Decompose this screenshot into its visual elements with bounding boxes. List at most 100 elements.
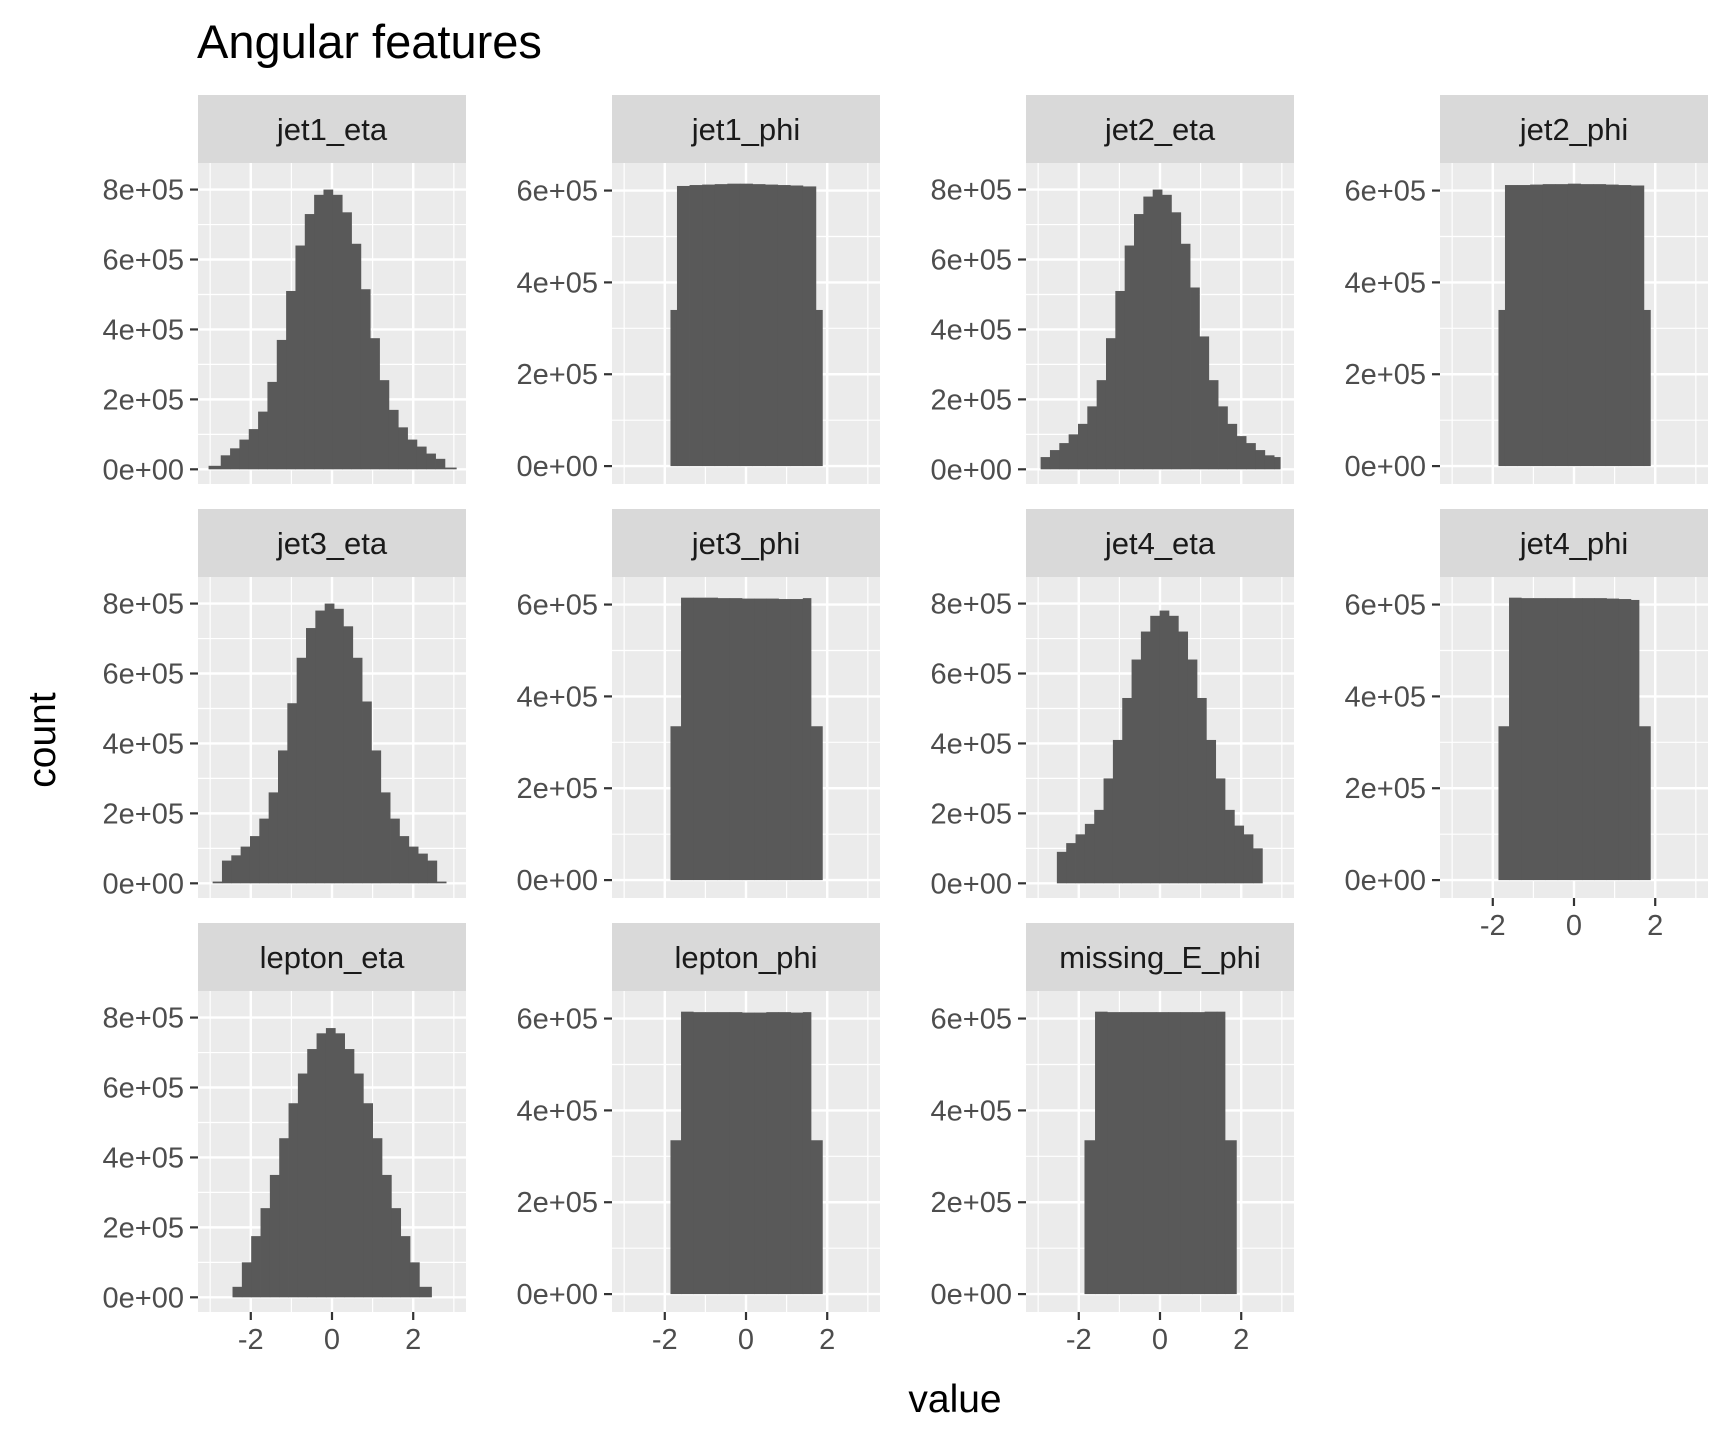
histogram-bar	[1555, 184, 1569, 467]
x-tick-label: 0	[324, 1324, 340, 1356]
facet-panel-jet1_eta: jet1_eta 0e+00 2e+05 4e+05 6e+05 8e+05	[103, 95, 466, 486]
histogram-bar	[1208, 380, 1219, 470]
histogram-bar	[1243, 834, 1254, 884]
histogram-bar	[802, 598, 812, 881]
histogram-bar	[342, 212, 352, 470]
histogram-bar	[297, 1073, 308, 1298]
histogram-bar	[1152, 189, 1163, 470]
histogram-bar	[1112, 739, 1123, 884]
histogram-bar	[1521, 598, 1534, 881]
histogram-bar	[400, 1236, 411, 1298]
histogram-bar	[765, 184, 779, 467]
histogram-bar	[388, 409, 399, 470]
y-tick-label: 0e+00	[1345, 865, 1426, 897]
facet-strip	[198, 95, 466, 163]
y-tick-label: 0e+00	[103, 454, 184, 486]
histogram-bar	[407, 439, 418, 470]
histogram-bar	[295, 245, 306, 470]
facet-panel-jet2_phi: jet2_phi 0e+00 2e+05 4e+05 6e+05	[1345, 95, 1708, 484]
facet-strip	[1026, 923, 1294, 991]
y-tick-label: 0e+00	[931, 868, 1012, 900]
histogram-bar	[1105, 338, 1116, 470]
histogram-bar	[1252, 848, 1263, 884]
histogram-bar	[778, 1012, 792, 1295]
histogram-bar	[1059, 443, 1070, 470]
histogram-bar	[754, 1012, 767, 1295]
histogram-bar	[436, 881, 447, 884]
histogram-bar	[334, 608, 344, 884]
x-tick-label: -2	[652, 1324, 678, 1356]
histogram-bar	[260, 1208, 271, 1298]
x-tick-label: -2	[238, 1324, 264, 1356]
histogram-bars	[670, 1011, 823, 1295]
histogram-bar	[802, 1012, 812, 1295]
histogram-bar	[1517, 185, 1531, 467]
histogram-bar	[689, 185, 703, 467]
facet-strip-label: lepton_phi	[674, 940, 817, 975]
histogram-bar	[1187, 659, 1198, 884]
histogram-bar	[277, 750, 288, 884]
histogram-bar	[381, 1174, 392, 1298]
facet-strip-label: jet3_eta	[276, 526, 388, 561]
histogram-bar	[815, 309, 823, 467]
facet-panel-jet1_phi: jet1_phi 0e+00 2e+05 4e+05 6e+05	[517, 95, 880, 484]
x-tick-label: -2	[1066, 1324, 1092, 1356]
histogram-bar	[1236, 436, 1247, 470]
histogram-bar	[427, 860, 438, 884]
histogram-bar	[1040, 457, 1051, 470]
y-tick-label: 2e+05	[1345, 773, 1426, 805]
histogram-bar	[1087, 406, 1098, 470]
histogram-bar	[717, 1012, 731, 1295]
histogram-bar	[729, 598, 743, 881]
x-tick-label: 0	[1566, 910, 1582, 942]
histogram-bar	[306, 628, 316, 884]
histogram-bar	[1533, 598, 1546, 881]
y-tick-label: 4e+05	[1345, 267, 1426, 299]
y-tick-label: 2e+05	[103, 1212, 184, 1244]
histogram-bar	[248, 429, 259, 470]
histogram-bar	[418, 853, 428, 884]
histogram-bar	[399, 836, 410, 884]
y-tick-label: 2e+05	[517, 773, 598, 805]
histogram-bar	[752, 184, 766, 467]
histogram-bar	[1075, 834, 1086, 884]
y-tick-label: 8e+05	[931, 175, 1012, 207]
histogram-bar	[1206, 739, 1217, 884]
histogram-bar	[391, 1208, 402, 1298]
histogram-bar	[1115, 290, 1126, 470]
histogram-bar	[276, 339, 287, 470]
y-tick-label: 4e+05	[103, 1142, 184, 1174]
histogram-bar	[1140, 631, 1151, 884]
histogram-bar	[208, 465, 222, 470]
y-tick-label: 0e+00	[931, 1279, 1012, 1311]
y-tick-label: 0e+00	[517, 451, 598, 483]
x-tick-label: 0	[738, 1324, 754, 1356]
y-tick-label: 8e+05	[103, 589, 184, 621]
histogram-bar	[1150, 615, 1160, 884]
x-tick-label: 2	[1647, 910, 1663, 942]
histogram-bar	[259, 818, 270, 884]
facet-strip-label: jet4_phi	[1519, 526, 1629, 561]
histogram-bar	[1216, 1011, 1226, 1295]
histogram-bar	[363, 1103, 374, 1298]
y-tick-label: 0e+00	[517, 1279, 598, 1311]
histogram-bar	[231, 855, 242, 884]
histogram-bar	[1107, 1012, 1120, 1295]
histogram-bar	[1119, 1012, 1132, 1295]
histogram-bar	[1049, 450, 1060, 470]
histogram-bar	[316, 1033, 327, 1298]
histogram-bar	[1168, 615, 1179, 884]
histogram-bar	[1638, 726, 1651, 881]
histogram-bar	[1509, 597, 1522, 881]
y-tick-label: 4e+05	[931, 1095, 1012, 1127]
histogram-bar	[258, 411, 268, 470]
histogram-bar	[705, 597, 718, 881]
histogram-bar	[741, 1012, 755, 1295]
histogram-bar	[1643, 309, 1651, 467]
histogram-bar	[1180, 1012, 1193, 1295]
histogram-bar	[1162, 194, 1172, 470]
histogram-bar	[1180, 243, 1191, 470]
histogram-bar	[398, 427, 408, 470]
histogram-bar	[1582, 598, 1595, 881]
